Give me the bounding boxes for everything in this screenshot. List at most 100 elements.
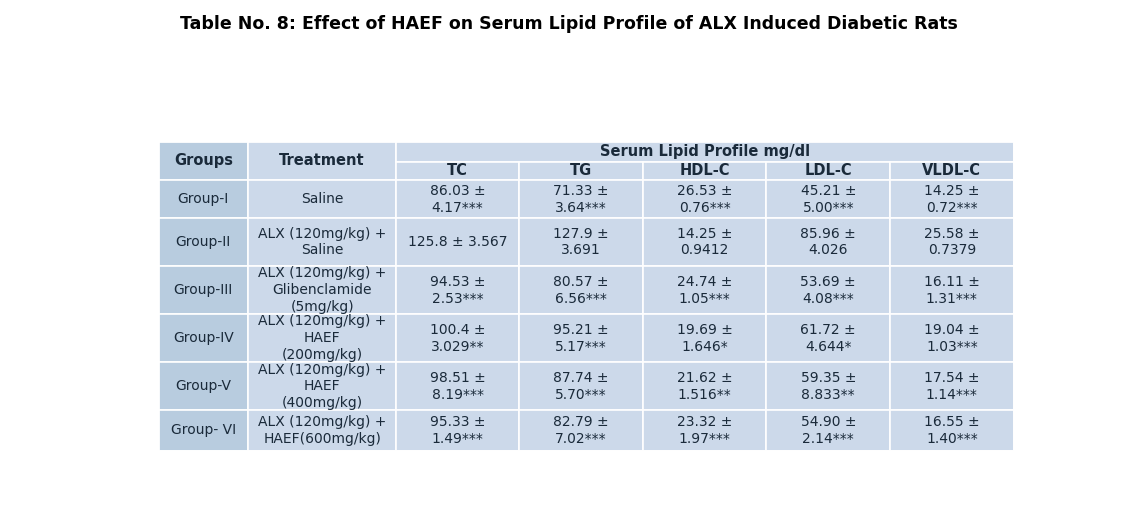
Text: 21.62 ±
1.516**: 21.62 ± 1.516** xyxy=(677,371,733,402)
Text: 80.57 ±
6.56***: 80.57 ± 6.56*** xyxy=(553,275,609,306)
Bar xyxy=(396,314,519,362)
Bar xyxy=(519,162,643,180)
Text: Group-I: Group-I xyxy=(178,192,229,206)
Bar xyxy=(248,362,396,410)
Bar xyxy=(396,218,519,266)
Bar xyxy=(767,162,890,180)
Text: Group-III: Group-III xyxy=(174,283,233,297)
Text: TC: TC xyxy=(447,164,468,179)
Text: Saline: Saline xyxy=(300,192,344,206)
Bar xyxy=(767,314,890,362)
Bar xyxy=(248,218,396,266)
Bar xyxy=(396,362,519,410)
Bar xyxy=(396,410,519,450)
Text: 17.54 ±
1.14***: 17.54 ± 1.14*** xyxy=(924,371,980,402)
Bar xyxy=(396,266,519,314)
Bar xyxy=(158,266,248,314)
Bar xyxy=(158,218,248,266)
Bar xyxy=(158,141,1014,450)
Bar xyxy=(890,410,1014,450)
Bar xyxy=(158,180,248,218)
Text: ALX (120mg/kg) +
Glibenclamide
(5mg/kg): ALX (120mg/kg) + Glibenclamide (5mg/kg) xyxy=(258,266,386,314)
Bar xyxy=(643,362,767,410)
Text: 125.8 ± 3.567: 125.8 ± 3.567 xyxy=(407,235,508,249)
Text: 59.35 ±
8.833**: 59.35 ± 8.833** xyxy=(800,371,856,402)
Bar xyxy=(519,266,643,314)
Bar xyxy=(248,266,396,314)
Bar xyxy=(158,314,248,362)
Text: 16.11 ±
1.31***: 16.11 ± 1.31*** xyxy=(924,275,980,306)
Text: Group-IV: Group-IV xyxy=(173,331,233,345)
Text: 14.25 ±
0.9412: 14.25 ± 0.9412 xyxy=(677,227,733,258)
Bar xyxy=(767,266,890,314)
Text: LDL-C: LDL-C xyxy=(805,164,852,179)
Text: Serum Lipid Profile mg/dl: Serum Lipid Profile mg/dl xyxy=(600,144,810,159)
Text: Table No. 8: Effect of HAEF on Serum Lipid Profile of ALX Induced Diabetic Rats: Table No. 8: Effect of HAEF on Serum Lip… xyxy=(180,15,958,33)
Bar xyxy=(643,410,767,450)
Bar xyxy=(519,314,643,362)
Bar xyxy=(767,362,890,410)
Text: Group- VI: Group- VI xyxy=(171,424,236,438)
Text: 24.74 ±
1.05***: 24.74 ± 1.05*** xyxy=(677,275,733,306)
Bar xyxy=(643,266,767,314)
Bar xyxy=(643,314,767,362)
Text: 127.9 ±
3.691: 127.9 ± 3.691 xyxy=(553,227,609,258)
Bar xyxy=(890,218,1014,266)
Text: 87.74 ±
5.70***: 87.74 ± 5.70*** xyxy=(553,371,609,402)
Bar xyxy=(767,218,890,266)
Bar xyxy=(890,266,1014,314)
Text: 53.69 ±
4.08***: 53.69 ± 4.08*** xyxy=(800,275,856,306)
Bar xyxy=(396,141,1014,162)
Text: 98.51 ±
8.19***: 98.51 ± 8.19*** xyxy=(430,371,486,402)
Text: 95.33 ±
1.49***: 95.33 ± 1.49*** xyxy=(430,415,485,446)
Bar xyxy=(519,180,643,218)
Text: 19.69 ±
1.646*: 19.69 ± 1.646* xyxy=(677,323,733,353)
Text: 26.53 ±
0.76***: 26.53 ± 0.76*** xyxy=(677,184,733,214)
Text: 94.53 ±
2.53***: 94.53 ± 2.53*** xyxy=(430,275,485,306)
Bar xyxy=(396,162,519,180)
Text: 45.21 ±
5.00***: 45.21 ± 5.00*** xyxy=(800,184,856,214)
Bar xyxy=(890,180,1014,218)
Text: VLDL-C: VLDL-C xyxy=(922,164,981,179)
Text: 61.72 ±
4.644*: 61.72 ± 4.644* xyxy=(800,323,856,353)
Bar xyxy=(643,218,767,266)
Bar xyxy=(158,141,248,180)
Text: 23.32 ±
1.97***: 23.32 ± 1.97*** xyxy=(677,415,733,446)
Text: ALX (120mg/kg) +
Saline: ALX (120mg/kg) + Saline xyxy=(258,227,386,258)
Text: 25.58 ±
0.7379: 25.58 ± 0.7379 xyxy=(924,227,980,258)
Bar xyxy=(643,162,767,180)
Text: 14.25 ±
0.72***: 14.25 ± 0.72*** xyxy=(924,184,980,214)
Text: ALX (120mg/kg) +
HAEF
(400mg/kg): ALX (120mg/kg) + HAEF (400mg/kg) xyxy=(258,363,386,410)
Text: Group-V: Group-V xyxy=(175,379,231,393)
Bar xyxy=(890,162,1014,180)
Bar xyxy=(248,141,396,180)
Text: 19.04 ±
1.03***: 19.04 ± 1.03*** xyxy=(924,323,980,353)
Bar xyxy=(519,362,643,410)
Text: 85.96 ±
4.026: 85.96 ± 4.026 xyxy=(800,227,856,258)
Text: 71.33 ±
3.64***: 71.33 ± 3.64*** xyxy=(553,184,609,214)
Text: TG: TG xyxy=(570,164,592,179)
Bar xyxy=(519,410,643,450)
Bar xyxy=(158,362,248,410)
Bar xyxy=(519,218,643,266)
Text: 100.4 ±
3.029**: 100.4 ± 3.029** xyxy=(430,323,485,353)
Text: Groups: Groups xyxy=(174,153,233,168)
Text: 16.55 ±
1.40***: 16.55 ± 1.40*** xyxy=(924,415,980,446)
Text: HDL-C: HDL-C xyxy=(679,164,729,179)
Bar xyxy=(890,314,1014,362)
Bar xyxy=(248,410,396,450)
Text: 86.03 ±
4.17***: 86.03 ± 4.17*** xyxy=(430,184,486,214)
Bar xyxy=(767,180,890,218)
Text: 54.90 ±
2.14***: 54.90 ± 2.14*** xyxy=(800,415,856,446)
Text: Group-II: Group-II xyxy=(175,235,231,249)
Bar xyxy=(396,180,519,218)
Text: 82.79 ±
7.02***: 82.79 ± 7.02*** xyxy=(553,415,609,446)
Text: ALX (120mg/kg) +
HAEF
(200mg/kg): ALX (120mg/kg) + HAEF (200mg/kg) xyxy=(258,314,386,362)
Text: 95.21 ±
5.17***: 95.21 ± 5.17*** xyxy=(553,323,609,353)
Text: ALX (120mg/kg) +
HAEF(600mg/kg): ALX (120mg/kg) + HAEF(600mg/kg) xyxy=(258,415,386,446)
Bar xyxy=(767,410,890,450)
Bar xyxy=(643,180,767,218)
Text: Treatment: Treatment xyxy=(279,153,365,168)
Bar xyxy=(158,410,248,450)
Bar xyxy=(248,180,396,218)
